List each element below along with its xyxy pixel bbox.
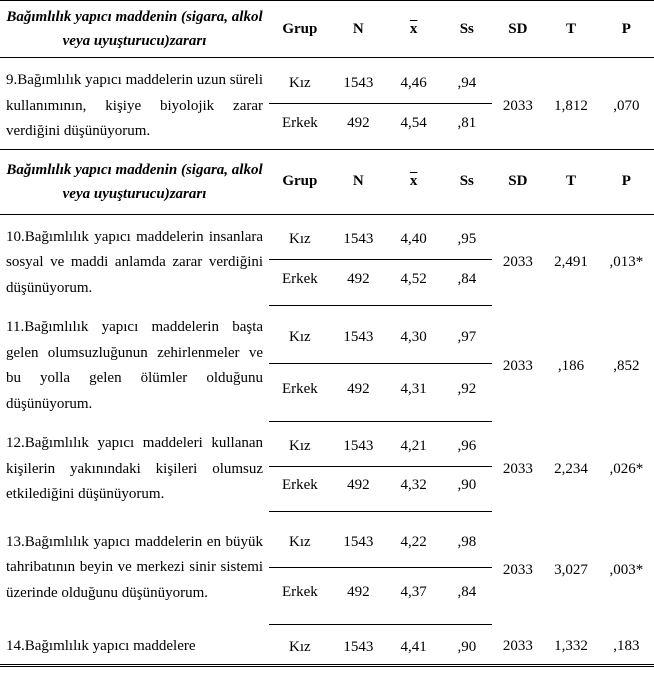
header-row: Bağımlılık yapıcı maddenin (sigara, alko… <box>0 149 654 214</box>
cell-t: 3,027 <box>543 512 598 625</box>
cell-ss: ,95 <box>441 214 492 260</box>
cell-mean: 4,30 <box>386 305 441 363</box>
cell-t: 2,491 <box>543 214 598 305</box>
col-p: P <box>599 149 654 214</box>
table-row: 14.Bağımlılık yapıcı maddelere Kız 1543 … <box>0 624 654 665</box>
cell-p: ,070 <box>599 58 654 150</box>
header-title: Bağımlılık yapıcı maddenin (sigara, alko… <box>0 149 269 214</box>
cell-mean: 4,37 <box>386 568 441 624</box>
group-erkek: Erkek <box>269 466 331 511</box>
cell-t: 1,812 <box>543 58 598 150</box>
cell-mean: 4,31 <box>386 363 441 421</box>
cell-n: 492 <box>331 363 386 421</box>
cell-sd: 2033 <box>492 624 543 665</box>
cell-ss: ,92 <box>441 363 492 421</box>
col-t: T <box>543 149 598 214</box>
cell-ss: ,94 <box>441 58 492 104</box>
cell-sd: 2033 <box>492 421 543 512</box>
cell-ss: ,97 <box>441 305 492 363</box>
cell-p: ,183 <box>599 624 654 665</box>
cell-sd: 2033 <box>492 512 543 625</box>
col-n: N <box>331 149 386 214</box>
cell-mean: 4,40 <box>386 214 441 260</box>
group-erkek: Erkek <box>269 103 331 149</box>
cell-p: ,852 <box>599 305 654 421</box>
cell-n: 492 <box>331 466 386 511</box>
header-row: Bağımlılık yapıcı maddenin (sigara, alko… <box>0 1 654 58</box>
col-mean: x <box>386 149 441 214</box>
col-n: N <box>331 1 386 58</box>
group-erkek: Erkek <box>269 363 331 421</box>
col-grup: Grup <box>269 1 331 58</box>
item-label: 14.Bağımlılık yapıcı maddelere <box>0 624 269 665</box>
cell-sd: 2033 <box>492 305 543 421</box>
cell-n: 1543 <box>331 58 386 104</box>
cell-n: 1543 <box>331 421 386 466</box>
group-erkek: Erkek <box>269 260 331 306</box>
cell-n: 492 <box>331 103 386 149</box>
cell-mean: 4,22 <box>386 512 441 568</box>
group-kiz: Kız <box>269 58 331 104</box>
item-label: 9.Bağımlılık yapıcı maddelerin uzun süre… <box>0 58 269 150</box>
cell-n: 492 <box>331 568 386 624</box>
col-grup: Grup <box>269 149 331 214</box>
cell-ss: ,84 <box>441 568 492 624</box>
col-p: P <box>599 1 654 58</box>
cell-ss: ,96 <box>441 421 492 466</box>
item-label: 13.Bağımlılık yapıcı maddelerin en büyük… <box>0 512 269 625</box>
cell-mean: 4,21 <box>386 421 441 466</box>
cell-ss: ,98 <box>441 512 492 568</box>
table-row: 9.Bağımlılık yapıcı maddelerin uzun süre… <box>0 58 654 150</box>
col-ss: Ss <box>441 149 492 214</box>
cell-t: ,186 <box>543 305 598 421</box>
cell-t: 2,234 <box>543 421 598 512</box>
cell-n: 1543 <box>331 624 386 665</box>
cell-sd: 2033 <box>492 214 543 305</box>
cell-mean: 4,52 <box>386 260 441 306</box>
cell-mean: 4,32 <box>386 466 441 511</box>
col-mean: x <box>386 1 441 58</box>
col-t: T <box>543 1 598 58</box>
cell-ss: ,81 <box>441 103 492 149</box>
col-ss: Ss <box>441 1 492 58</box>
col-sd: SD <box>492 1 543 58</box>
cell-ss: ,90 <box>441 466 492 511</box>
header-title: Bağımlılık yapıcı maddenin (sigara, alko… <box>0 1 269 58</box>
cell-ss: ,90 <box>441 624 492 665</box>
cell-n: 1543 <box>331 214 386 260</box>
cell-n: 492 <box>331 260 386 306</box>
cell-mean: 4,41 <box>386 624 441 665</box>
cell-p: ,003* <box>599 512 654 625</box>
group-kiz: Kız <box>269 421 331 466</box>
item-label: 10.Bağımlılık yapıcı maddelerin insanlar… <box>0 214 269 305</box>
group-kiz: Kız <box>269 214 331 260</box>
col-sd: SD <box>492 149 543 214</box>
cell-ss: ,84 <box>441 260 492 306</box>
table-row: 11.Bağımlılık yapıcı maddelerin başta ge… <box>0 305 654 421</box>
cell-n: 1543 <box>331 305 386 363</box>
table-row: 13.Bağımlılık yapıcı maddelerin en büyük… <box>0 512 654 625</box>
cell-p: ,013* <box>599 214 654 305</box>
cell-mean: 4,54 <box>386 103 441 149</box>
cell-t: 1,332 <box>543 624 598 665</box>
item-label: 11.Bağımlılık yapıcı maddelerin başta ge… <box>0 305 269 421</box>
cell-sd: 2033 <box>492 58 543 150</box>
cell-n: 1543 <box>331 512 386 568</box>
table-row: 12.Bağımlılık yapıcı maddeleri kullanan … <box>0 421 654 512</box>
item-label: 12.Bağımlılık yapıcı maddeleri kullanan … <box>0 421 269 512</box>
cell-p: ,026* <box>599 421 654 512</box>
stats-table: Bağımlılık yapıcı maddenin (sigara, alko… <box>0 0 654 667</box>
group-erkek: Erkek <box>269 568 331 624</box>
cell-mean: 4,46 <box>386 58 441 104</box>
group-kiz: Kız <box>269 624 331 665</box>
table-row: 10.Bağımlılık yapıcı maddelerin insanlar… <box>0 214 654 305</box>
group-kiz: Kız <box>269 512 331 568</box>
group-kiz: Kız <box>269 305 331 363</box>
